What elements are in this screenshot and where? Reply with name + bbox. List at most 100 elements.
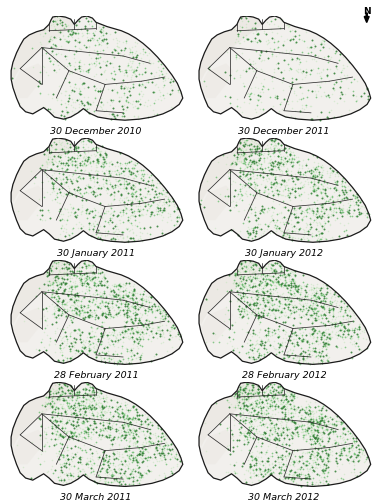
Point [282, 276, 288, 284]
Point [55, 305, 62, 313]
Point [310, 466, 316, 474]
Point [78, 404, 84, 412]
Point [348, 306, 355, 314]
Point [247, 430, 253, 438]
Point [82, 415, 88, 423]
Point [245, 438, 251, 446]
Point [84, 403, 90, 411]
Point [165, 444, 171, 452]
Point [314, 416, 320, 424]
Point [315, 340, 321, 348]
Point [284, 351, 290, 359]
Point [235, 387, 241, 395]
Point [319, 228, 325, 236]
Point [169, 194, 175, 202]
Point [70, 389, 76, 397]
Point [132, 160, 138, 168]
Point [279, 290, 285, 298]
Point [36, 408, 43, 416]
Point [87, 295, 93, 303]
Point [79, 304, 86, 312]
Point [149, 324, 155, 332]
Point [237, 291, 243, 299]
Point [58, 44, 64, 52]
Point [290, 409, 296, 417]
Point [311, 453, 317, 461]
Point [47, 280, 53, 287]
Point [279, 386, 285, 394]
Point [265, 292, 271, 300]
Point [351, 468, 357, 476]
Point [45, 38, 51, 46]
Point [247, 462, 253, 470]
Point [232, 272, 238, 280]
Point [295, 403, 301, 411]
Point [299, 424, 306, 432]
Point [94, 288, 100, 296]
Point [136, 212, 142, 220]
Point [80, 314, 86, 322]
Point [264, 154, 270, 162]
Point [278, 208, 284, 216]
Point [162, 434, 168, 442]
Point [124, 184, 130, 192]
Point [338, 440, 344, 448]
Point [87, 454, 93, 462]
Point [51, 402, 57, 410]
Point [130, 424, 136, 432]
Point [288, 148, 294, 156]
Point [314, 451, 320, 459]
Point [289, 158, 295, 166]
Point [267, 386, 273, 394]
Point [246, 226, 252, 234]
Point [353, 454, 359, 462]
Point [62, 423, 68, 431]
Point [133, 416, 139, 424]
Point [246, 464, 252, 472]
Point [300, 303, 306, 311]
Point [280, 268, 286, 276]
Point [253, 410, 259, 418]
Point [240, 400, 246, 407]
Point [311, 296, 317, 304]
Point [296, 354, 302, 362]
Point [287, 310, 293, 318]
Point [346, 459, 352, 467]
Point [59, 414, 65, 422]
Point [243, 152, 249, 160]
Point [295, 158, 301, 166]
Point [263, 384, 269, 392]
Point [361, 203, 367, 211]
Point [296, 356, 302, 364]
Point [325, 284, 331, 292]
Point [251, 422, 257, 430]
Point [290, 182, 296, 190]
Point [330, 314, 336, 322]
Point [124, 415, 130, 423]
Point [264, 144, 270, 152]
Point [307, 214, 313, 222]
Point [290, 286, 296, 294]
Point [260, 300, 266, 308]
Point [241, 280, 247, 288]
Point [226, 398, 232, 406]
Point [130, 306, 136, 314]
Point [124, 102, 130, 110]
Point [130, 80, 136, 88]
Point [274, 92, 280, 100]
Point [54, 428, 60, 436]
Point [43, 346, 49, 354]
Point [129, 53, 135, 61]
Point [299, 162, 305, 170]
Point [311, 164, 317, 172]
Point [124, 322, 130, 330]
Point [309, 480, 315, 488]
Point [155, 436, 161, 444]
Point [297, 420, 303, 428]
Point [237, 153, 243, 161]
Point [252, 356, 258, 364]
Point [75, 463, 81, 471]
Point [47, 416, 53, 424]
Point [309, 288, 315, 296]
Point [76, 454, 82, 462]
